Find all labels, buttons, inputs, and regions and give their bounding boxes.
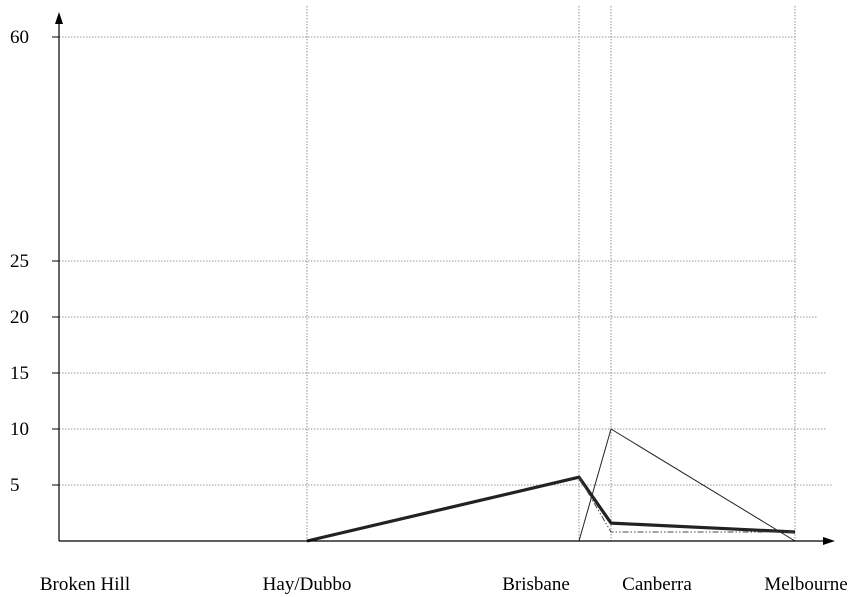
series-line-2 [578, 428, 796, 542]
y-tick-label-25: 25 [10, 251, 29, 272]
x-axis-arrow-icon [823, 537, 835, 545]
axes [55, 12, 835, 545]
x-tick-label: Melbourne [764, 574, 847, 595]
x-tick-label: Brisbane [502, 574, 570, 595]
series-line-1 [306, 475, 796, 543]
y-tick-labels: 5 10 15 20 25 60 [10, 27, 59, 496]
horizontal-gridlines [59, 36, 832, 486]
vertical-gridlines [306, 6, 796, 541]
series-lines [306, 428, 796, 543]
y-tick-label-20: 20 [10, 307, 29, 328]
series-line-3 [578, 476, 795, 533]
y-tick-label-5: 5 [10, 475, 20, 496]
y-tick-label-60: 60 [10, 27, 29, 48]
y-axis-arrow-icon [55, 12, 63, 24]
x-tick-labels: Broken Hill Hay/Dubbo Brisbane Canberra Melb… [40, 574, 848, 595]
x-tick-label: Broken Hill [40, 574, 130, 595]
x-tick-label: Canberra [622, 574, 692, 595]
y-tick-label-15: 15 [10, 363, 29, 384]
x-tick-label: Hay/Dubbo [263, 574, 352, 595]
y-tick-label-10: 10 [10, 419, 29, 440]
